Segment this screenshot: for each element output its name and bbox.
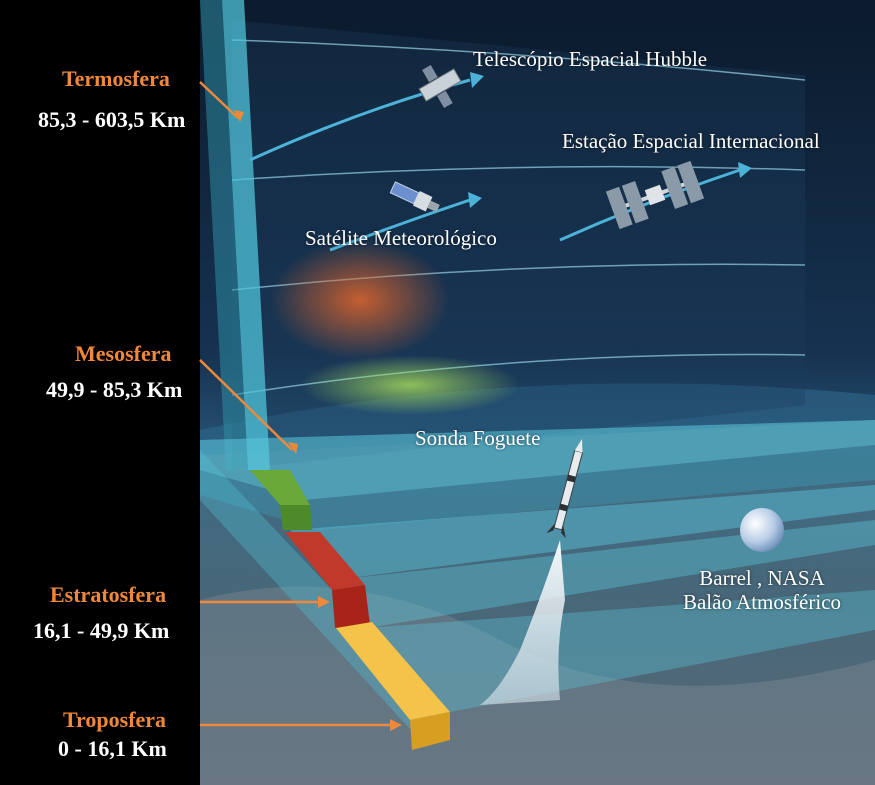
rocket-label: Sonda Foguete [415,426,541,450]
satellite-module [427,200,440,213]
mesosfera-range: 49,9 - 85,3 Km [46,377,183,402]
weather-satellite-icon [389,181,440,213]
termosfera-pointer-head [234,110,244,122]
iss-panel-2 [621,180,649,224]
mesosfera-pointer [199,359,293,451]
earth-surface [200,420,875,785]
mesosphere-block-top [250,470,310,505]
balloon-label: Barrel , NASA Balão Atmosférico [667,566,857,614]
satellite-panel-left [389,181,420,205]
weather-satellite-label: Satélite Meteorológico [305,226,497,250]
aurora-green [300,355,520,415]
pointer-lines [199,81,392,727]
satellite-body [412,191,433,212]
termosfera-range: 85,3 - 603,5 Km [38,107,186,132]
estratosfera-range: 16,1 - 49,9 Km [33,618,170,643]
iss-core [644,184,666,206]
estratosfera-pointer-head [318,596,330,608]
stratosphere-slab-lower [335,520,875,630]
rocket-icon [546,438,584,539]
mesosfera-name: Mesosfera [75,341,172,366]
iss-arrow-head [738,162,752,178]
balloon-label-line2: Balão Atmosférico [682,590,842,614]
rocket-nose [574,438,583,453]
rocket-band-2 [558,503,569,512]
termosfera-pointer [199,81,239,119]
iss-panel-4 [677,160,705,204]
iss-icon [605,160,705,230]
hubble-arrow-head [470,72,484,88]
troposphere-block-front [410,712,450,750]
troposfera-pointer-head [390,719,402,731]
mesosphere-block-front [280,505,312,530]
troposfera-range: 0 - 16,1 Km [58,736,167,761]
black-margin [0,0,200,785]
mesosphere-slab [200,420,875,500]
mesosfera-pointer-head [288,442,298,454]
troposphere-block-top [336,622,450,720]
balloon-icon [740,508,784,552]
aurora-red [270,240,450,360]
termosfera-name: Termosfera [62,66,170,91]
rocket-band-1 [566,474,577,483]
stratosphere-block-top [285,532,365,590]
troposfera-name: Troposfera [63,707,167,732]
hubble-label: Telescópio Espacial Hubble [473,47,708,71]
hubble-body [418,68,462,102]
satellite-arrow-head [468,192,482,208]
hubble-panel-top [422,64,438,83]
mesosphere-slab-edge [200,445,875,530]
vertical-column-side [200,0,248,470]
grid-line-2 [231,165,806,181]
iss-panel-3 [661,166,689,210]
satellite-orbit-arrow [329,198,471,252]
hubble-panel-bottom [437,90,453,109]
stratosphere-slab [290,485,875,580]
grid-line-1 [231,39,806,81]
estratosfera-name: Estratosfera [50,582,167,607]
hubble-icon [418,64,462,109]
troposphere-slab [340,590,875,712]
balloon-label-line1: Barrel , NASA [699,566,825,590]
iss-panel-1 [605,186,633,230]
iss-label: Estação Espacial Internacional [562,129,820,153]
stratosphere-block-front [332,585,370,628]
rocket-plume [480,540,565,705]
vertical-column [222,0,270,470]
